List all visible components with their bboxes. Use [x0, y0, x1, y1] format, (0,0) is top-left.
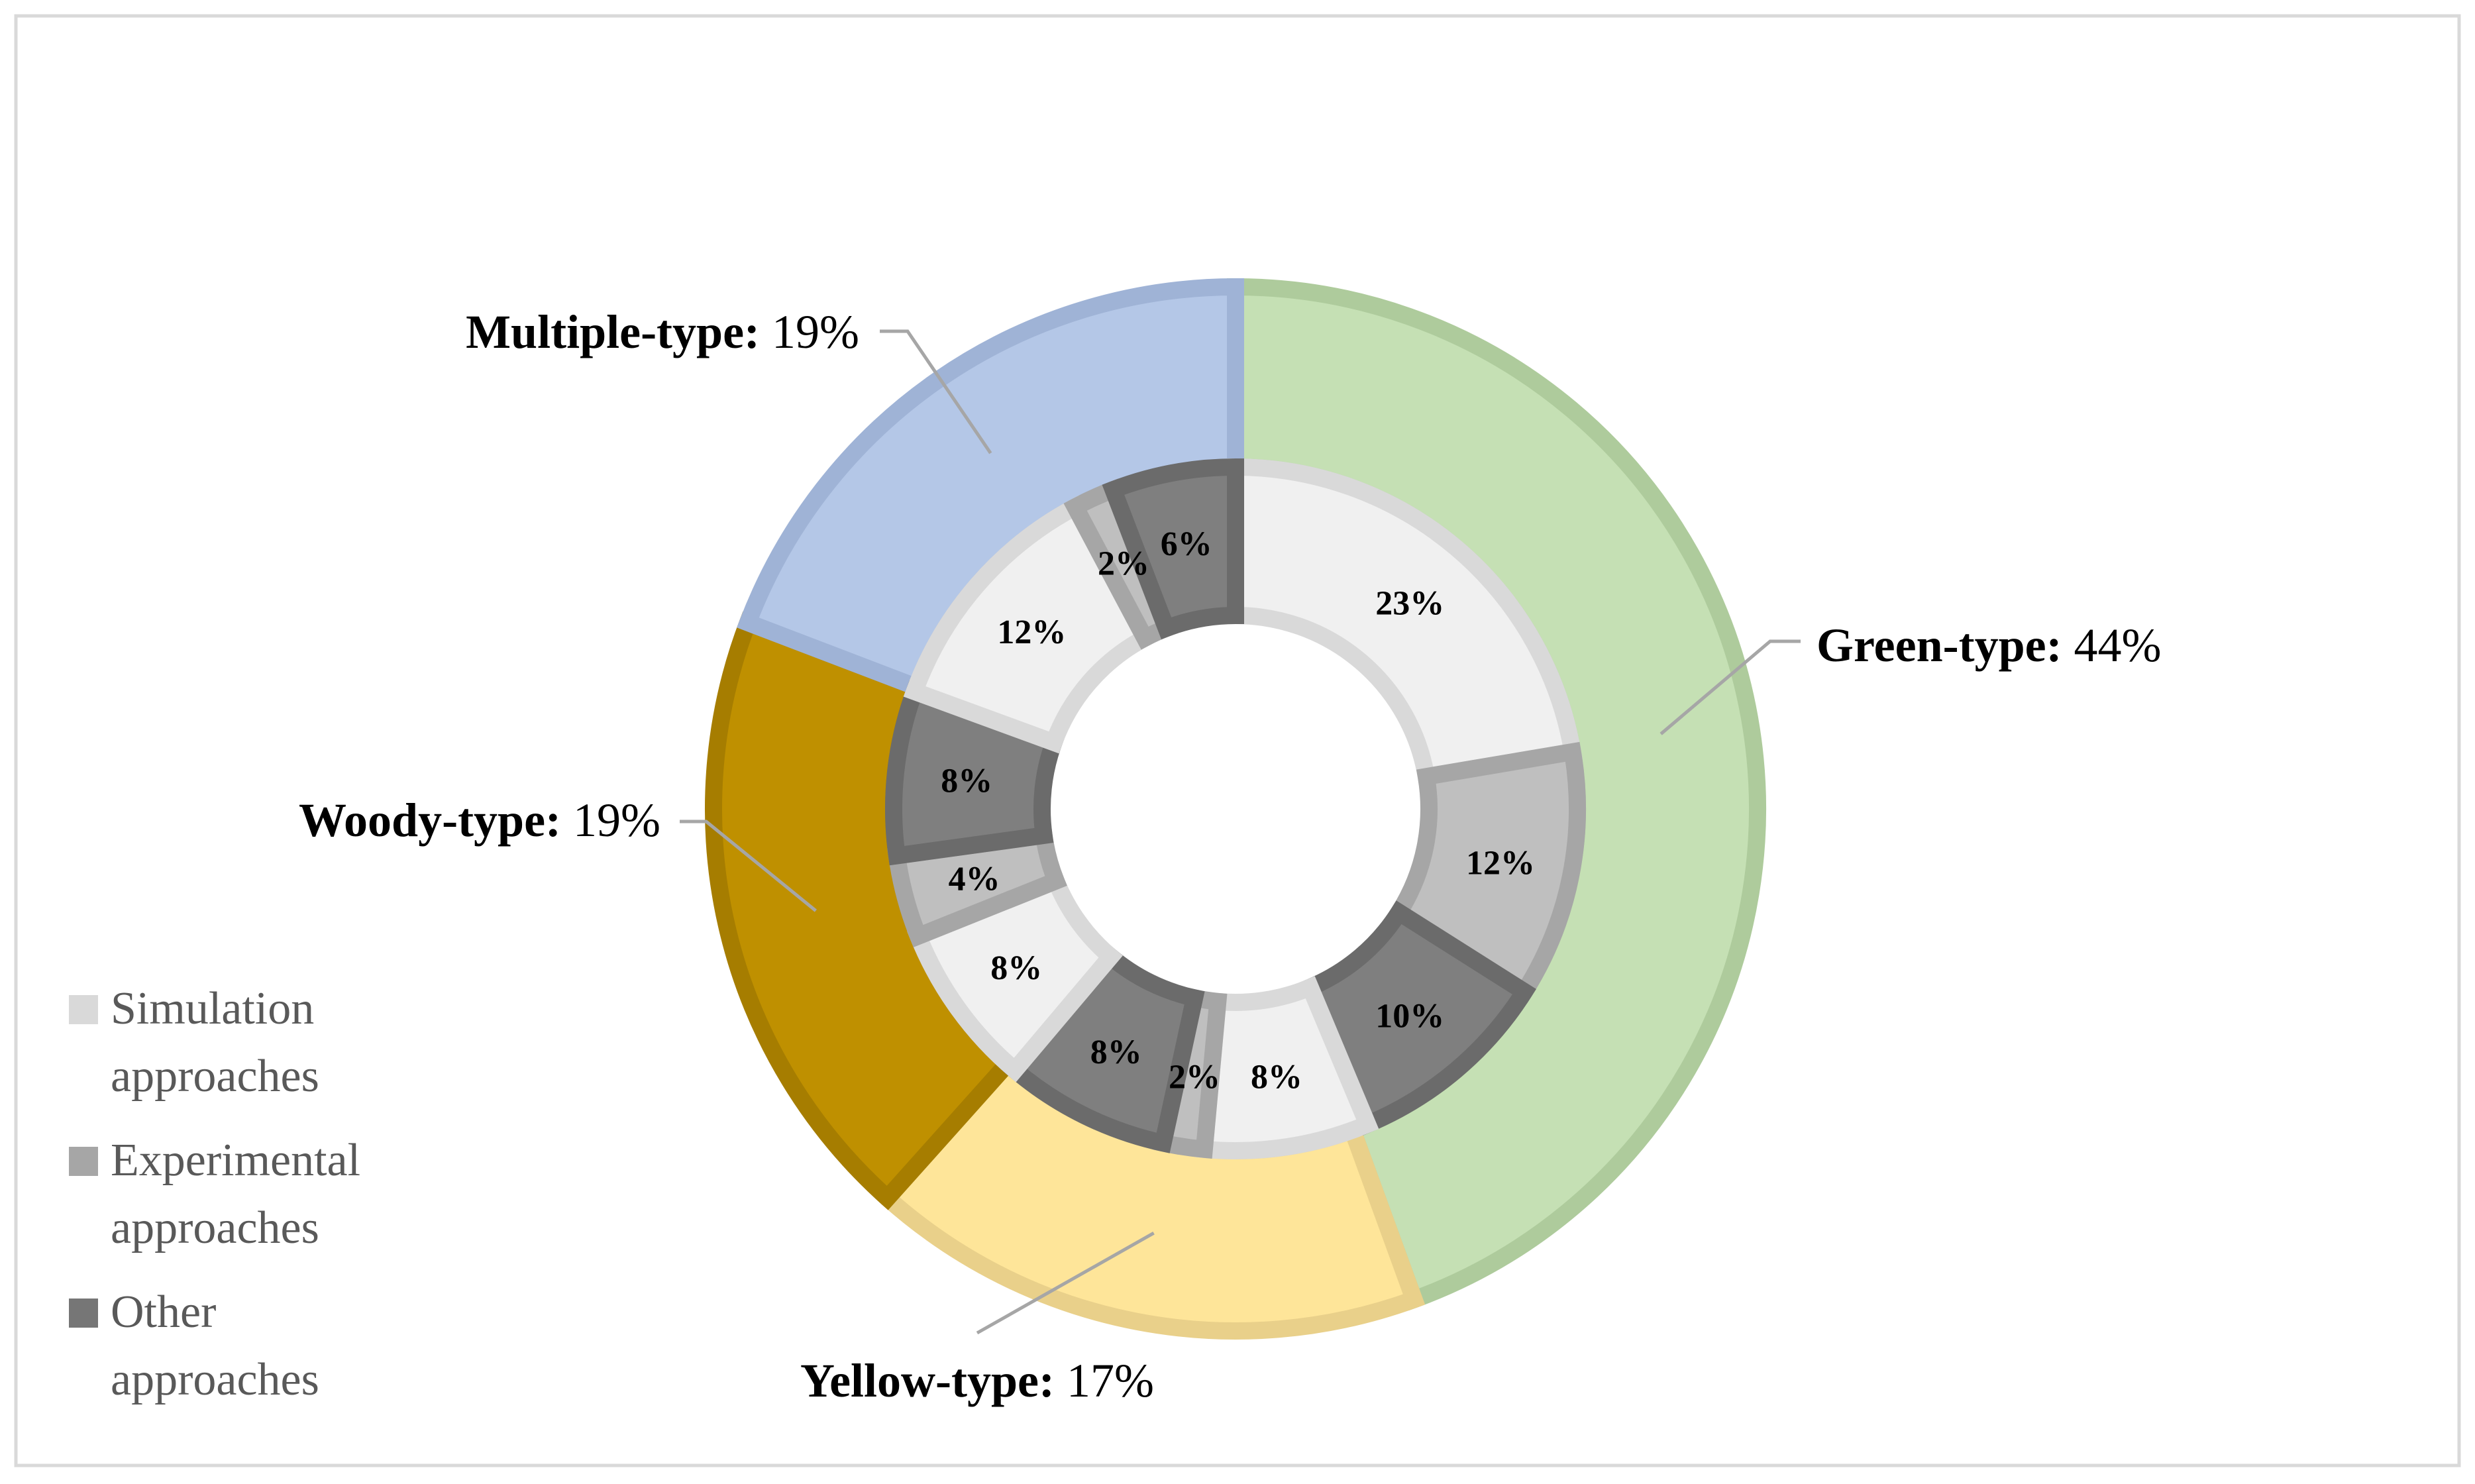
legend-label-line1: Other [111, 1287, 216, 1338]
leader-line-multiple-type [880, 329, 992, 454]
legend-label-line2: approaches [111, 1051, 319, 1102]
leader-line-woody-type [680, 820, 817, 912]
legend-swatch [69, 1298, 98, 1328]
legend-swatch [69, 995, 98, 1024]
category-name: Multiple-type: [466, 305, 760, 358]
inner-slice-green-type-simulation-approaches [1227, 458, 1583, 787]
legend-label-line1: Simulation [111, 983, 314, 1034]
inner-data-label: 8% [1090, 1034, 1142, 1071]
category-label-multiple-type: Multiple-type: 19% [466, 305, 859, 358]
inner-data-label: 12% [1466, 844, 1535, 882]
inner-data-label: 2% [1169, 1058, 1220, 1096]
inner-data-label: 23% [1375, 584, 1444, 622]
category-label-yellow-type: Yellow-type: 17% [800, 1354, 1154, 1407]
leader-line-green-type [1659, 639, 1801, 735]
category-label-woody-type: Woody-type: 19% [299, 794, 660, 847]
inner-data-label: 2% [1098, 545, 1149, 583]
category-value: 17% [1055, 1354, 1154, 1407]
inner-ring: 23% 12% 10% 8% 2% 8% 8% 4% 8% 12% 2% 6% [885, 458, 1586, 1159]
inner-data-label: 8% [941, 763, 992, 800]
category-name: Yellow-type: [800, 1354, 1055, 1407]
category-label-green-type: Green-type: 44% [1817, 619, 2162, 672]
leader-lines [680, 329, 1801, 1335]
inner-data-label: 8% [990, 949, 1042, 987]
inner-data-label: 8% [1251, 1058, 1302, 1096]
legend-label-line2: approaches [111, 1354, 319, 1405]
legend: Simulation approaches Experimental approach… [69, 983, 360, 1405]
legend-label-line2: approaches [111, 1202, 319, 1253]
inner-data-label: 10% [1375, 998, 1444, 1035]
category-name: Green-type: [1817, 619, 2062, 672]
legend-swatch [69, 1147, 98, 1176]
inner-data-label: 4% [949, 861, 1000, 898]
category-name: Woody-type: [299, 794, 561, 847]
leader-line-yellow-type [976, 1232, 1155, 1335]
legend-label-line1: Experimental [111, 1135, 360, 1186]
category-value: 19% [760, 305, 859, 358]
category-value: 44% [2062, 619, 2162, 672]
category-labels: Green-type: 44% Yellow-type: 17% Woody-typ… [299, 305, 2162, 1407]
inner-data-label: 6% [1161, 525, 1212, 563]
category-value: 19% [561, 794, 660, 847]
inner-data-label: 12% [997, 613, 1066, 651]
inner-slice-multiple-type-other-approaches [1102, 458, 1244, 640]
